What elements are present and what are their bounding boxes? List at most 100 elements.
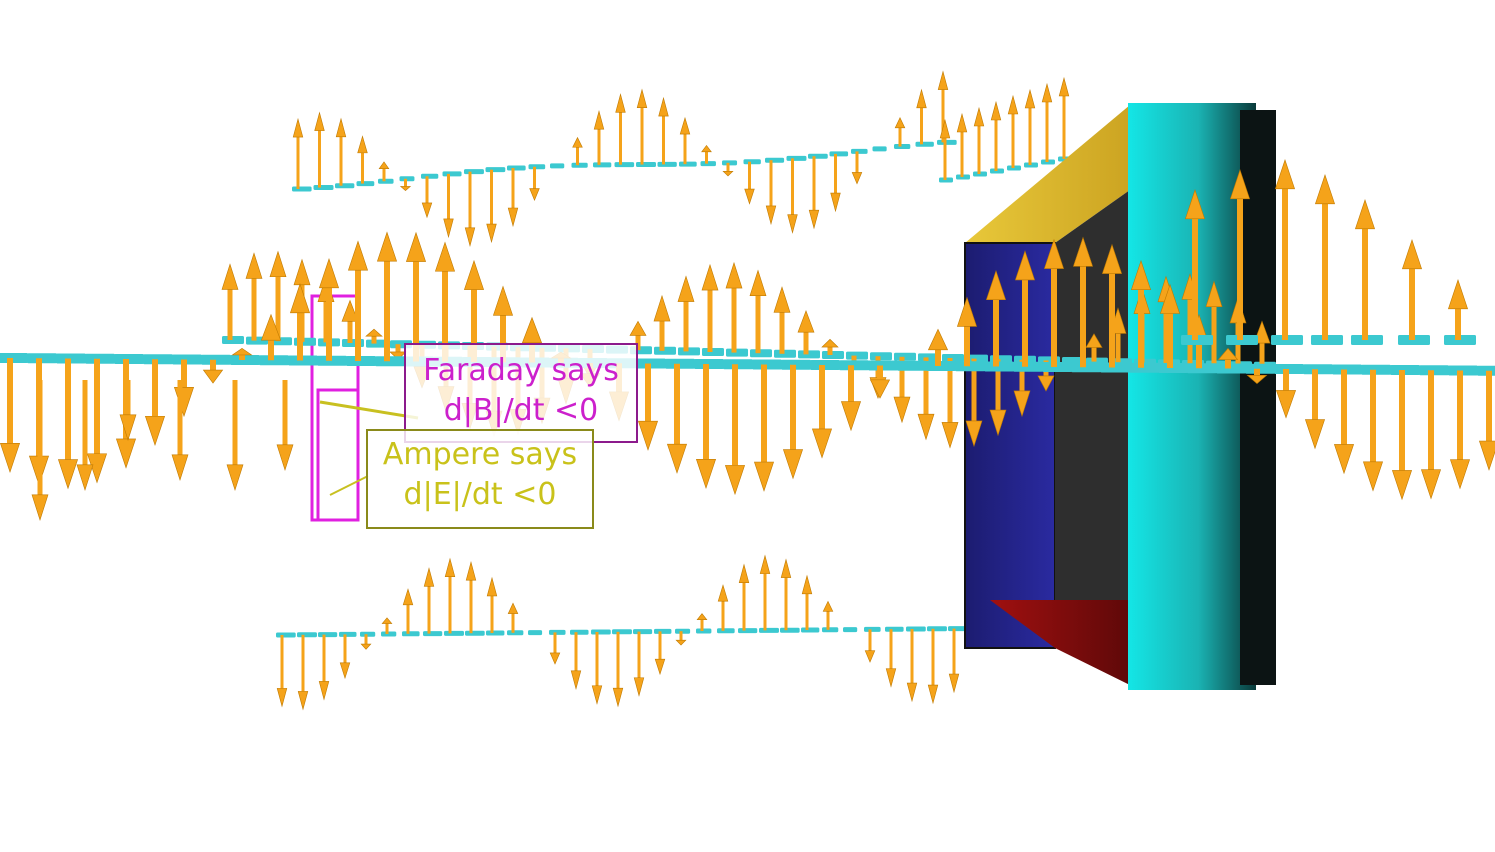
magnetic-field-arrow xyxy=(444,630,464,636)
electric-field-arrow xyxy=(0,358,21,474)
electric-field-arrow xyxy=(722,162,734,177)
electric-field-arrow xyxy=(1043,238,1065,367)
electric-field-arrow xyxy=(675,631,687,646)
electric-field-arrow xyxy=(276,380,294,471)
electric-field-arrow xyxy=(444,557,456,634)
electric-field-arrow xyxy=(965,358,983,448)
magnetic-field-arrow xyxy=(528,164,546,170)
electric-field-arrow xyxy=(463,259,485,362)
electric-field-arrow xyxy=(885,629,897,688)
electric-field-arrow xyxy=(633,631,645,697)
magnetic-field-arrow xyxy=(801,627,820,633)
electric-field-arrow xyxy=(695,364,717,490)
electric-field-arrow xyxy=(637,363,659,451)
electric-field-arrow xyxy=(864,629,876,663)
electric-field-arrow xyxy=(679,116,691,165)
electric-field-arrow xyxy=(276,635,288,708)
magnetic-field-arrow xyxy=(726,348,748,357)
electric-field-arrow xyxy=(593,110,605,165)
magnetic-field-arrow xyxy=(696,628,712,634)
detector-apparatus xyxy=(964,103,1276,690)
electric-field-arrow xyxy=(226,380,244,491)
magnetic-field-arrow xyxy=(897,360,927,371)
magnetic-field-arrow xyxy=(381,631,397,637)
electric-field-arrow xyxy=(202,359,224,384)
electric-field-arrow xyxy=(221,263,239,340)
magnetic-field-arrow xyxy=(822,627,839,633)
electric-field-arrow xyxy=(654,631,666,676)
electric-field-arrow xyxy=(1362,369,1384,492)
detector-slab-bottom xyxy=(990,600,1140,690)
magnetic-field-arrow xyxy=(780,627,800,633)
electric-field-arrow xyxy=(572,136,583,166)
magnetic-field-arrow xyxy=(750,349,772,358)
magnetic-field-arrow xyxy=(675,628,691,634)
electric-field-arrow xyxy=(443,173,454,239)
electric-field-arrow xyxy=(423,567,435,634)
electric-field-arrow xyxy=(1184,189,1206,340)
magnetic-field-arrow xyxy=(657,161,677,167)
electric-field-arrow xyxy=(948,628,960,694)
electric-field-arrow xyxy=(906,629,918,703)
magnetic-field-arrow xyxy=(906,626,926,632)
electric-field-arrow xyxy=(1275,369,1297,419)
magnetic-field-arrow xyxy=(870,352,892,361)
magnetic-field-arrow xyxy=(738,628,758,634)
electric-field-arrow xyxy=(570,632,582,690)
electric-field-arrow xyxy=(701,263,719,352)
electric-field-arrow xyxy=(357,135,368,184)
electric-field-arrow xyxy=(990,100,1002,171)
electric-field-arrow xyxy=(916,88,927,145)
magnetic-field-arrow xyxy=(654,346,676,355)
magnetic-field-arrow xyxy=(942,354,964,362)
electric-field-arrow xyxy=(245,252,263,341)
magnetic-field-arrow xyxy=(423,631,443,637)
magnetic-field-arrow xyxy=(633,629,653,635)
electric-field-arrow xyxy=(615,93,626,165)
electric-field-arrow xyxy=(1101,243,1123,368)
electric-field-arrow xyxy=(314,111,325,188)
electric-field-arrow xyxy=(1246,368,1268,384)
magnetic-field-arrow xyxy=(654,628,672,634)
detector-slab-front xyxy=(964,242,1056,649)
magnetic-field-arrow xyxy=(421,173,439,179)
electric-field-arrow xyxy=(780,558,792,631)
electric-field-arrow xyxy=(434,241,456,362)
electric-field-arrow xyxy=(360,634,372,650)
magnetic-field-arrow xyxy=(318,632,338,638)
magnetic-field-arrow xyxy=(808,153,828,159)
magnetic-field-arrow xyxy=(507,165,526,171)
magnetic-field-arrow xyxy=(894,352,916,361)
electric-field-arrow xyxy=(956,296,978,367)
magnetic-field-arrow xyxy=(485,167,506,173)
magnetic-field-arrow xyxy=(722,160,738,166)
electric-field-arrow xyxy=(666,363,688,474)
electric-field-arrow xyxy=(822,600,834,630)
magnetic-field-arrow xyxy=(679,161,697,167)
electric-field-arrow xyxy=(636,88,648,165)
electric-field-arrow xyxy=(629,320,647,351)
electric-field-arrow xyxy=(821,338,839,355)
magnetic-field-arrow xyxy=(292,186,312,192)
magnetic-field-arrow xyxy=(442,171,462,177)
electric-field-arrow xyxy=(738,563,750,631)
electric-field-arrow xyxy=(973,106,985,174)
electric-field-arrow xyxy=(591,632,603,705)
magnetic-field-arrow xyxy=(571,162,588,168)
electric-field-arrow xyxy=(376,231,398,362)
magnetic-field-arrow xyxy=(822,351,844,359)
magnetic-field-arrow xyxy=(894,144,911,150)
faraday-label-line2: d|B|/dt <0 xyxy=(443,393,599,428)
electric-field-arrow xyxy=(1007,94,1019,168)
electric-field-arrow xyxy=(773,286,791,354)
electric-field-arrow xyxy=(507,168,519,228)
ampere-loop-line-2 xyxy=(329,475,369,496)
magnetic-field-arrow xyxy=(297,632,317,638)
magnetic-field-arrow xyxy=(829,151,849,157)
electric-field-arrow xyxy=(725,261,743,353)
electric-field-arrow xyxy=(1229,169,1251,340)
electric-field-arrow xyxy=(1449,370,1471,490)
magnetic-field-arrow xyxy=(851,148,868,154)
magnetic-field-arrow xyxy=(915,141,934,147)
